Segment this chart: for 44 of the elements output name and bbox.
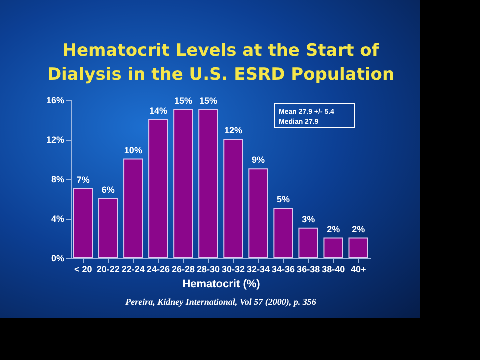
x-axis-title: Hematocrit (%) [182, 278, 261, 290]
bar [248, 168, 268, 258]
bar [148, 119, 168, 258]
bar [224, 139, 244, 258]
x-tick-label: 34-36 [272, 264, 296, 274]
text: Pereira, Kidney International, Vol 57 (2000), p. 356 [126, 297, 317, 307]
bar [348, 238, 368, 258]
x-tick-label: 38-40 [322, 264, 346, 274]
bar [324, 238, 344, 258]
y-tick-label: 0% [51, 254, 64, 264]
data-label: 2% [327, 224, 340, 234]
bar [298, 228, 318, 258]
x-tick-label: 20-22 [96, 264, 120, 274]
data-label: 10% [124, 145, 142, 156]
data-label: 6% [102, 184, 115, 195]
data-label: 12% [224, 126, 243, 136]
chart-title: Hematocrit Levels at the Start of Dialysis in the U.S. ESRD Population [47, 41, 395, 85]
x-tick-label: 40+ [350, 264, 366, 274]
data-label: 3% [302, 214, 316, 224]
data-label: 15% [199, 96, 218, 106]
y-tick-label: 4% [51, 214, 64, 224]
y-tick-label: 8% [51, 174, 64, 184]
x-tick-label: 22-24 [122, 264, 145, 274]
bar [98, 198, 118, 258]
bar [174, 109, 194, 258]
data-label: 7% [76, 174, 90, 185]
bar [198, 109, 218, 258]
data-label: 2% [352, 224, 366, 234]
x-tick-label: 24-26 [146, 264, 170, 274]
bar [74, 188, 94, 258]
bar [274, 208, 294, 258]
data-label: 9% [252, 155, 266, 166]
x-tick-label: 30-32 [222, 264, 246, 274]
y-tick-label: 12% [46, 135, 64, 145]
x-tick-label: 32-34 [247, 264, 270, 274]
y-tick-label: 16% [46, 96, 64, 106]
data-label: 14% [149, 106, 168, 116]
bar [124, 158, 144, 258]
x-tick-label: 28-30 [196, 264, 220, 274]
data-label: 5% [277, 194, 290, 205]
x-tick-label: < 20 [74, 264, 92, 274]
x-tick-label: 26-28 [172, 264, 195, 274]
data-label: 15% [174, 96, 192, 106]
x-tick-label: 36-38 [297, 264, 320, 274]
